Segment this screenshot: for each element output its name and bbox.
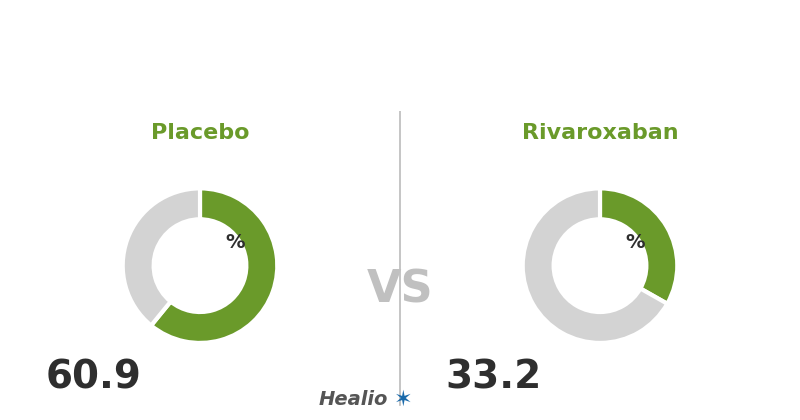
Text: ✶: ✶ (394, 390, 412, 410)
Text: VS: VS (366, 269, 434, 312)
Text: Incidence of death, liver transplantation or portal hypertension: Incidence of death, liver transplantatio… (88, 24, 712, 42)
Wedge shape (522, 188, 667, 343)
Text: 60.9: 60.9 (46, 359, 142, 397)
Text: Placebo: Placebo (150, 123, 250, 143)
Text: %: % (625, 233, 645, 252)
Text: complications at 2 years among cirrhotic patients treated with:: complications at 2 years among cirrhotic… (89, 74, 711, 92)
Text: 33.2: 33.2 (446, 359, 542, 397)
Text: %: % (225, 233, 245, 252)
Text: Rivaroxaban: Rivaroxaban (522, 123, 678, 143)
Wedge shape (122, 188, 200, 326)
Wedge shape (151, 188, 278, 343)
Text: Healio: Healio (318, 391, 388, 410)
Wedge shape (600, 188, 678, 304)
